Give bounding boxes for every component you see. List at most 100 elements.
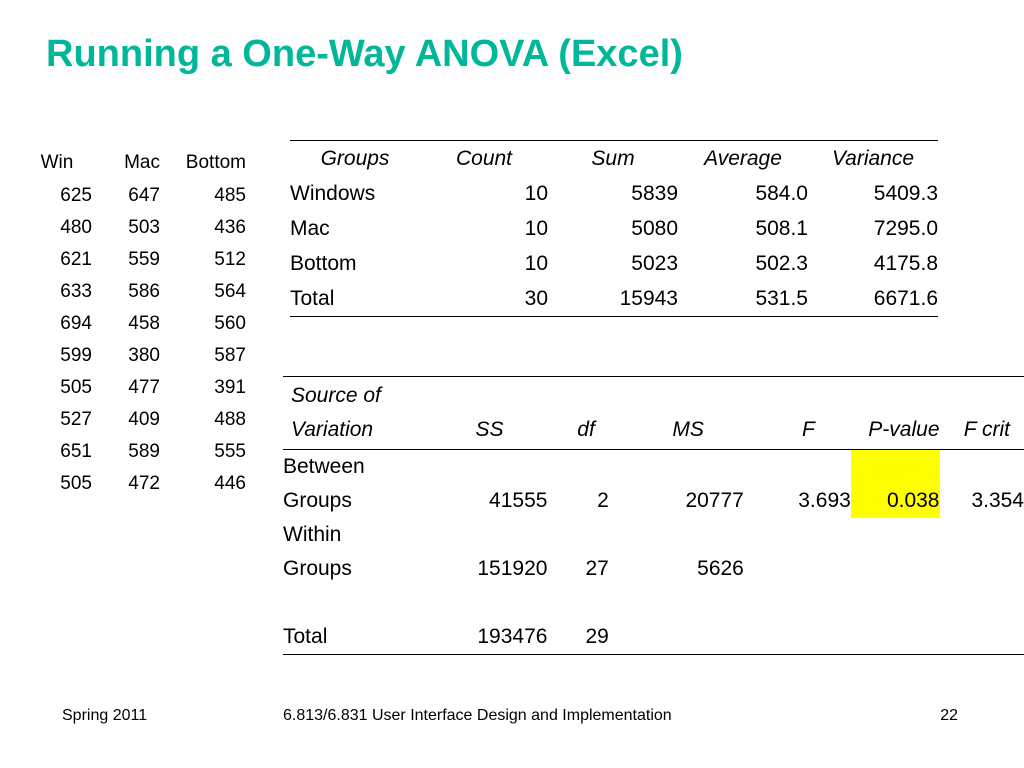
summary-header-variance: Variance — [808, 140, 938, 176]
summary-row-cell: 584.0 — [755, 181, 808, 205]
raw-data-header-row: Win Mac Bottom — [28, 146, 246, 180]
anova-row-cell — [851, 518, 940, 586]
slide-title: Running a One-Way ANOVA (Excel) — [46, 33, 683, 75]
anova-row-cell: 3.354 — [971, 489, 1024, 512]
summary-row-cell: 531.5 — [678, 281, 808, 317]
raw-data-row: 633 586 564 — [28, 276, 246, 308]
raw-data-row-cell: 589 — [128, 441, 160, 462]
summary-row: Bottom 10 5023 502.3 4175.8 — [290, 246, 938, 281]
summary-row-cell: 502.3 — [755, 251, 808, 275]
raw-data-row-cell: 503 — [128, 217, 160, 238]
summary-row-cell: 5839 — [631, 181, 678, 205]
anova-header-row: Source of Variation SS df MS F P-value F… — [283, 376, 1024, 450]
summary-row-cell: 5080 — [631, 216, 678, 240]
raw-data-row: 505 472 446 — [28, 468, 246, 500]
raw-data-row-cell: 587 — [214, 345, 246, 366]
anova-row: Within Groups 151920 27 5626 — [283, 518, 1024, 586]
raw-data-row: 625 647 485 — [28, 180, 246, 212]
anova-row-cell — [744, 518, 851, 586]
raw-data-row-cell: 694 — [60, 313, 92, 334]
slide-number: 22 — [940, 707, 958, 724]
summary-row-cell: Mac — [290, 216, 330, 240]
summary-row-cell: 4175.8 — [873, 251, 938, 275]
raw-data-header-win: Win — [40, 152, 74, 173]
anova-row-cell: 5626 — [697, 557, 744, 580]
anova-row-cell — [743, 586, 851, 655]
summary-header-count: Count — [420, 140, 548, 176]
raw-data-row: 694 458 560 — [28, 308, 246, 340]
anova-row-cell — [850, 586, 940, 655]
summary-table: Groups Count Sum Average Variance Window… — [290, 140, 938, 317]
summary-row-cell: 5023 — [631, 251, 678, 275]
raw-data-row-cell: 472 — [128, 473, 160, 494]
footer-course-title: 6.813/6.831 User Interface Design and Im… — [283, 707, 672, 724]
raw-data-row: 621 559 512 — [28, 244, 246, 276]
summary-row-cell: 6671.6 — [808, 281, 938, 317]
anova-row-cell: 151920 — [477, 557, 548, 580]
raw-data-row-cell: 488 — [214, 409, 246, 430]
summary-row: Windows 10 5839 584.0 5409.3 — [290, 176, 938, 211]
raw-data-row-cell: 409 — [128, 409, 160, 430]
summary-row-cell: Total — [290, 281, 420, 317]
raw-data-row-cell: 380 — [128, 345, 160, 366]
raw-data-row-cell: 505 — [60, 377, 92, 398]
raw-data-row-cell: 485 — [214, 185, 246, 206]
raw-data-row-cell: 560 — [214, 313, 246, 334]
summary-row-cell: 508.1 — [755, 216, 808, 240]
anova-header-ms: MS — [608, 376, 744, 450]
anova-table: Source of Variation SS df MS F P-value F… — [283, 376, 1024, 655]
anova-row-cell: 193476 — [412, 586, 548, 655]
raw-data-row-cell: 559 — [128, 249, 160, 270]
summary-header-row: Groups Count Sum Average Variance — [290, 140, 938, 176]
summary-header-sum: Sum — [548, 140, 678, 176]
anova-header-df: df — [547, 376, 609, 450]
raw-data-row: 527 409 488 — [28, 404, 246, 436]
raw-data-row-cell: 586 — [128, 281, 160, 302]
summary-row-cell: Windows — [290, 181, 376, 205]
anova-row-cell: 20777 — [685, 489, 744, 512]
raw-data-header-bottom: Bottom — [185, 152, 246, 173]
anova-row-cell — [939, 586, 1024, 655]
anova-row-cell: Within Groups — [283, 518, 412, 586]
summary-row-cell: Bottom — [290, 251, 357, 275]
summary-row-cell: 30 — [420, 281, 548, 317]
raw-data-row-cell: 564 — [214, 281, 246, 302]
raw-data-row-cell: 446 — [214, 473, 246, 494]
anova-row-cell: 3.693 — [798, 489, 851, 512]
raw-data-row-cell: 621 — [60, 249, 92, 270]
raw-data-row-cell: 633 — [60, 281, 92, 302]
summary-row-cell: 10 — [524, 181, 548, 205]
summary-row: Mac 10 5080 508.1 7295.0 — [290, 211, 938, 246]
raw-data-row-cell: 458 — [128, 313, 160, 334]
anova-row: Total 193476 29 — [283, 586, 1024, 655]
anova-header-source: Source of Variation — [283, 376, 413, 450]
raw-data-row: 599 380 587 — [28, 340, 246, 372]
anova-row-cell: 0.038 — [850, 449, 940, 518]
raw-data-row-cell: 436 — [214, 217, 246, 238]
anova-row-cell: 41555 — [489, 489, 548, 512]
raw-data-row: 505 477 391 — [28, 372, 246, 404]
anova-row-cell: 2 — [597, 489, 609, 512]
raw-data-row-cell: 647 — [128, 185, 160, 206]
anova-row-cell: 29 — [547, 586, 609, 655]
raw-data-row-cell: 391 — [214, 377, 246, 398]
raw-data-table: Win Mac Bottom 625 647 485 480 503 436 621 559 5… — [28, 146, 246, 500]
footer-term: Spring 2011 — [62, 707, 148, 724]
raw-data-row-cell: 555 — [214, 441, 246, 462]
anova-row-cell: 27 — [585, 557, 609, 580]
raw-data-row-cell: 512 — [214, 249, 246, 270]
summary-row-cell: 15943 — [548, 281, 678, 317]
summary-row-cell: 10 — [524, 251, 548, 275]
anova-row-label: Total — [283, 625, 328, 648]
anova-row-cell — [940, 518, 1024, 586]
raw-data-row-cell: 505 — [60, 473, 92, 494]
anova-row: Between Groups 41555 2 20777 3.693 0.038 3.354 — [283, 449, 1024, 518]
anova-header-ss: SS — [412, 376, 548, 450]
summary-header-average: Average — [678, 140, 808, 176]
anova-header-source-label: Source of Variation — [291, 384, 381, 441]
raw-data-header-mac: Mac — [124, 152, 160, 173]
anova-header-f-crit: F crit — [939, 376, 1024, 450]
raw-data-row-cell: 651 — [60, 441, 92, 462]
raw-data-row-cell: 477 — [128, 377, 160, 398]
raw-data-row: 651 589 555 — [28, 436, 246, 468]
